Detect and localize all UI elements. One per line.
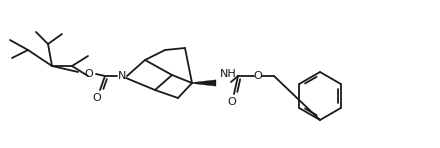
Text: O: O <box>227 97 236 107</box>
Text: O: O <box>93 93 101 103</box>
Text: O: O <box>84 69 93 79</box>
Text: NH: NH <box>220 69 237 79</box>
Polygon shape <box>192 80 216 86</box>
Text: N: N <box>118 71 126 81</box>
Text: O: O <box>253 71 262 81</box>
